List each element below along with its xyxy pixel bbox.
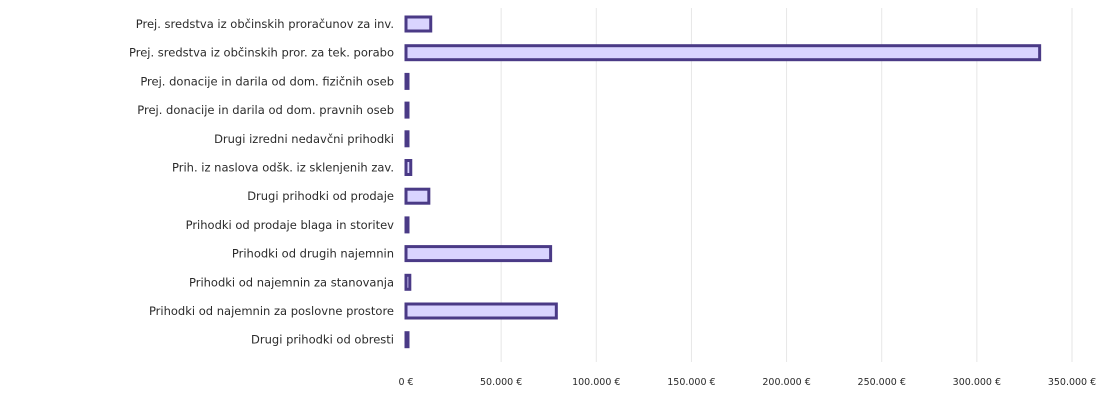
category-labels: Prej. sredstva iz občinskih proračunov z…	[129, 17, 394, 347]
category-label: Prej. sredstva iz občinskih pror. za tek…	[129, 46, 394, 60]
bar	[404, 44, 1042, 62]
bar	[404, 302, 558, 320]
category-label: Drugi prihodki od prodaje	[247, 189, 394, 203]
x-tick-label: 100.000 €	[572, 377, 620, 388]
x-tick-label: 50.000 €	[480, 377, 522, 388]
bar	[404, 273, 412, 291]
bar	[404, 216, 410, 234]
bars	[404, 15, 1042, 349]
category-label: Prihodki od prodaje blaga in storitev	[186, 218, 395, 232]
x-tick-label: 300.000 €	[953, 377, 1001, 388]
gridlines	[500, 8, 1073, 362]
category-label: Prih. iz naslova odšk. iz sklenjenih zav…	[172, 161, 394, 175]
bar	[404, 130, 410, 148]
x-axis-ticks: 0 € 50.000 € 100.000 € 150.000 € 200.000 € 25…	[398, 377, 1096, 388]
bar	[404, 331, 410, 349]
x-tick-label: 250.000 €	[858, 377, 906, 388]
x-tick-label: 200.000 €	[762, 377, 810, 388]
category-label: Prihodki od drugih najemnin	[232, 247, 394, 261]
category-label: Prihodki od najemnin za stanovanja	[189, 275, 394, 289]
x-tick-label: 0 €	[398, 377, 413, 388]
category-label: Prej. donacije in darila od dom. pravnih…	[137, 103, 394, 117]
bar	[404, 187, 431, 205]
category-label: Drugi izredni nedavčni prihodki	[214, 132, 394, 146]
bar	[404, 159, 413, 176]
bar	[404, 15, 433, 33]
x-tick-label: 350.000 €	[1048, 377, 1096, 388]
x-tick-label: 150.000 €	[667, 377, 715, 388]
category-label: Prej. sredstva iz občinskih proračunov z…	[136, 17, 394, 31]
bar	[404, 72, 410, 90]
bar	[404, 245, 553, 263]
bar	[404, 101, 410, 119]
category-label: Drugi prihodki od obresti	[251, 333, 394, 347]
category-label: Prihodki od najemnin za poslovne prostor…	[149, 304, 394, 318]
category-label: Prej. donacije in darila od dom. fizični…	[140, 74, 394, 88]
